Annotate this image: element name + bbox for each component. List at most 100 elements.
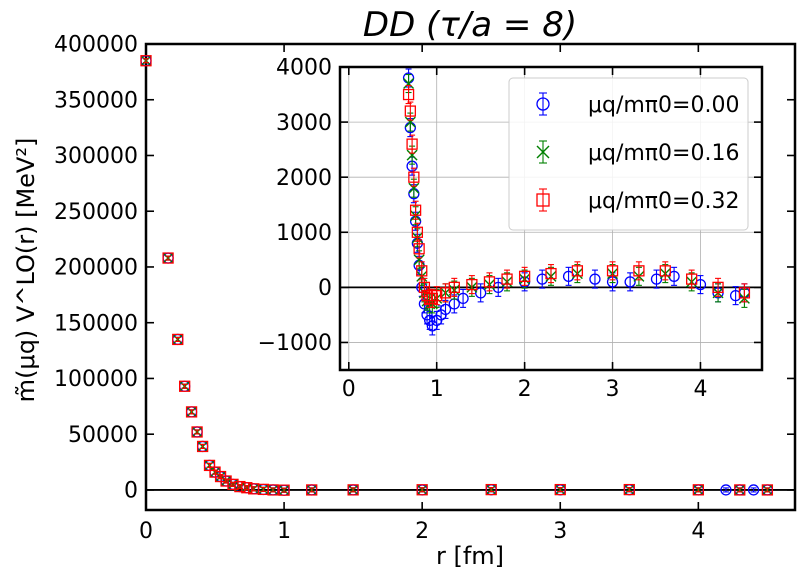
legend-entry: μq/mπ0=0.16 [536, 140, 739, 166]
marker-square [406, 138, 418, 150]
data-point [140, 55, 152, 67]
data-point [518, 266, 531, 286]
marker-square [408, 171, 420, 183]
data-point [185, 406, 198, 418]
marker-square [416, 484, 428, 496]
marker-square [545, 267, 557, 280]
marker-square [466, 278, 478, 291]
y-tick-label: 300000 [54, 144, 138, 169]
data-point [466, 275, 478, 295]
data-point [431, 286, 443, 306]
marker-square [220, 475, 232, 487]
marker-circle [747, 484, 760, 496]
marker-square [185, 406, 198, 418]
x-tick-label: 2 [415, 519, 429, 544]
chart-title: DD (τ/a = 8) [363, 5, 577, 45]
x-tick-label: 1 [430, 377, 444, 402]
marker-square [633, 265, 645, 277]
y-tick-label: 100000 [54, 367, 138, 392]
marker-square [191, 426, 203, 438]
marker-square [623, 483, 635, 496]
marker-circle [439, 303, 452, 316]
x-tick-label: 2 [518, 377, 532, 402]
data-point [483, 272, 496, 292]
marker-square [448, 281, 460, 294]
x-axis-label: r [fm] [436, 542, 504, 570]
y-axis-label: m̃(μq) V^LO(r) [MeV²] [12, 138, 40, 403]
data-point [413, 239, 425, 259]
data-point [712, 277, 724, 297]
data-point [406, 134, 418, 154]
marker-circle [650, 273, 663, 285]
data-point [475, 283, 487, 303]
data-point [191, 426, 203, 438]
marker-square [234, 480, 246, 493]
marker-square [686, 273, 698, 285]
marker-circle [624, 276, 636, 288]
series-2 [140, 55, 774, 496]
marker-square [278, 484, 290, 496]
x-tick-label: 4 [691, 519, 705, 544]
marker-square [418, 281, 431, 294]
marker-circle [589, 273, 601, 285]
marker-square [734, 484, 746, 496]
data-point [623, 483, 635, 496]
data-point [734, 484, 746, 496]
marker-square [347, 484, 359, 496]
y-tick-label: 50000 [68, 423, 138, 448]
legend-marker-square [536, 193, 550, 207]
inset-y-ticks: −1000 0 1000 2000 3000 4000 [258, 56, 762, 356]
data-point [692, 484, 704, 496]
marker-x [406, 149, 418, 161]
marker-square [409, 204, 422, 216]
marker-square [483, 276, 496, 288]
data-point [562, 266, 575, 286]
marker-square [162, 252, 174, 264]
data-point [659, 261, 671, 281]
data-point [501, 269, 513, 289]
y-tick-label: 200000 [54, 256, 138, 281]
marker-square [196, 440, 209, 453]
main-x-ticks: 0 1 2 3 4 [139, 44, 705, 544]
marker-square [413, 243, 425, 255]
y-tick-label: 250000 [54, 200, 138, 225]
marker-square [306, 484, 318, 496]
y-tick-label: −1000 [258, 331, 332, 356]
marker-square [402, 88, 415, 101]
data-point [448, 277, 460, 297]
data-point [179, 380, 191, 392]
marker-square [501, 273, 513, 285]
marker-circle [720, 484, 732, 496]
marker-square [431, 289, 443, 302]
data-point [545, 264, 557, 284]
marker-x [404, 116, 416, 128]
x-tick-label: 3 [606, 377, 620, 402]
data-point [403, 73, 415, 94]
x-tick-label: 0 [342, 377, 356, 402]
marker-x [413, 254, 425, 266]
marker-square [606, 265, 619, 277]
marker-square [712, 281, 724, 294]
marker-square [416, 265, 428, 277]
legend-entry: μq/mπ0=0.32 [536, 188, 739, 214]
data-point [747, 484, 760, 496]
data-point [650, 269, 663, 289]
marker-circle [475, 287, 487, 299]
legend-label: μq/mπ0=0.32 [588, 189, 739, 214]
marker-square [179, 380, 191, 392]
data-point [408, 167, 420, 187]
data-point [589, 269, 601, 289]
x-tick-label: 0 [139, 519, 153, 544]
x-tick-label: 4 [693, 377, 707, 402]
marker-square [140, 55, 152, 67]
y-tick-label: 0 [318, 276, 332, 301]
data-point [306, 484, 318, 496]
data-point [761, 484, 774, 496]
legend-marker-circle [536, 97, 550, 111]
marker-square [518, 270, 531, 282]
y-tick-label: 400000 [54, 33, 138, 58]
y-tick-label: 4000 [276, 56, 332, 81]
main-data-points [140, 55, 774, 496]
